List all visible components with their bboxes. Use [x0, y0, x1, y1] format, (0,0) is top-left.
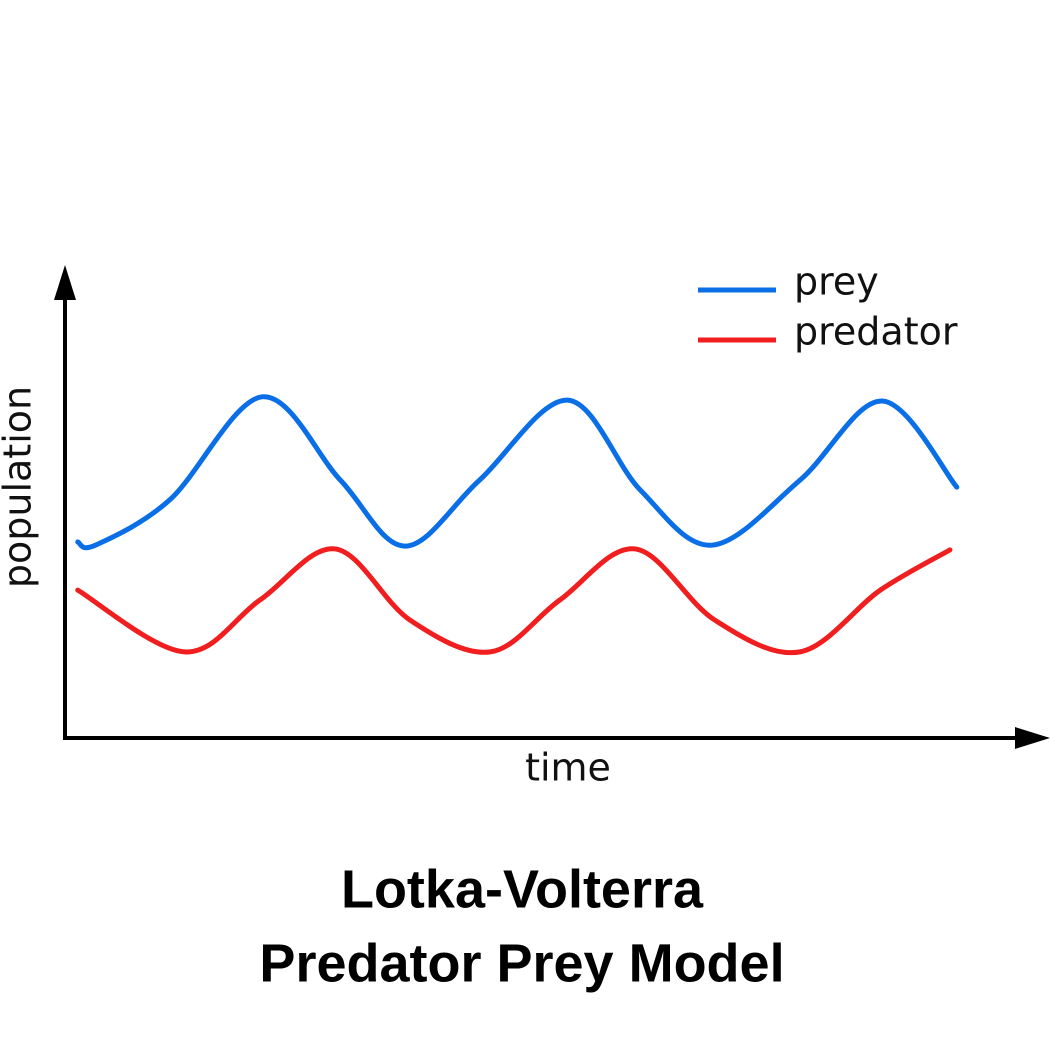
- x-axis-label: time: [525, 746, 611, 790]
- chart-title: Lotka-Volterra: [341, 859, 704, 919]
- legend-label: prey: [794, 260, 879, 304]
- series-line: [75, 546, 953, 656]
- series-line: [75, 394, 960, 551]
- y-axis-arrow: [54, 265, 76, 300]
- y-axis-label: population: [0, 386, 40, 588]
- legend-label: predator: [794, 310, 958, 354]
- x-axis-arrow: [1015, 727, 1050, 749]
- chart-title: Predator Prey Model: [259, 933, 784, 993]
